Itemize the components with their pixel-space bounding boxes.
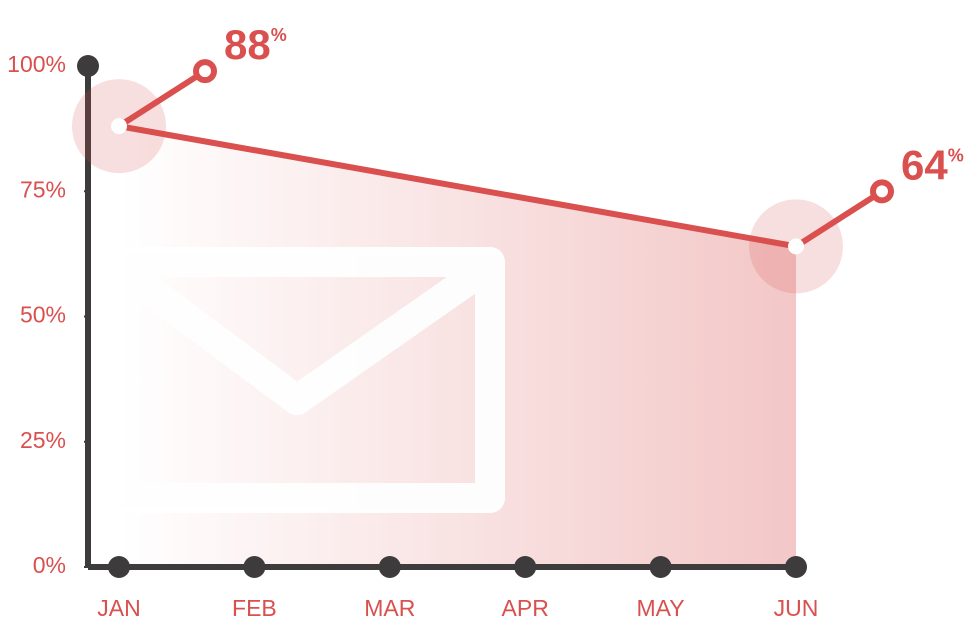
- y-tick-label: 75%: [20, 176, 66, 202]
- x-tick-label: MAY: [637, 595, 685, 621]
- callout-ring: [870, 179, 894, 204]
- x-tick-dot: [243, 556, 266, 578]
- x-tick-dot: [649, 556, 672, 578]
- plot-layer: 0% 25% 50% 75% 100% JAN FEB MAR APR MAY JUN 88% 64%: [7, 21, 964, 621]
- area-fill: [119, 126, 796, 568]
- envelope-body: [100, 247, 505, 513]
- callout-line: [117, 68, 207, 129]
- data-line: [118, 123, 797, 250]
- axis-cap: [77, 55, 99, 77]
- area-layer: [119, 126, 796, 568]
- value-label: 88%: [224, 21, 287, 68]
- y-tick-label: 100%: [7, 51, 66, 77]
- x-tick-label: JUN: [774, 595, 819, 621]
- y-tick-label: 50%: [20, 302, 66, 328]
- x-tick-label: FEB: [232, 595, 277, 621]
- x-tick-dot: [378, 556, 401, 578]
- x-tick-dot: [514, 556, 537, 578]
- y-tick-label: 25%: [20, 427, 66, 453]
- data-point: [788, 238, 804, 255]
- x-tick-label: MAR: [364, 595, 415, 621]
- callout-ring: [193, 59, 217, 84]
- data-point: [111, 118, 127, 135]
- y-tick-label: 0%: [33, 552, 66, 578]
- x-tick-label: APR: [502, 595, 549, 621]
- envelope-icon: [100, 247, 505, 513]
- x-tick-dot: [785, 556, 807, 578]
- x-tick-label: JAN: [97, 595, 140, 621]
- value-label: 64%: [901, 141, 964, 188]
- envelope-flap: [116, 259, 489, 415]
- callout-line: [794, 188, 884, 249]
- x-tick-dot: [108, 556, 130, 578]
